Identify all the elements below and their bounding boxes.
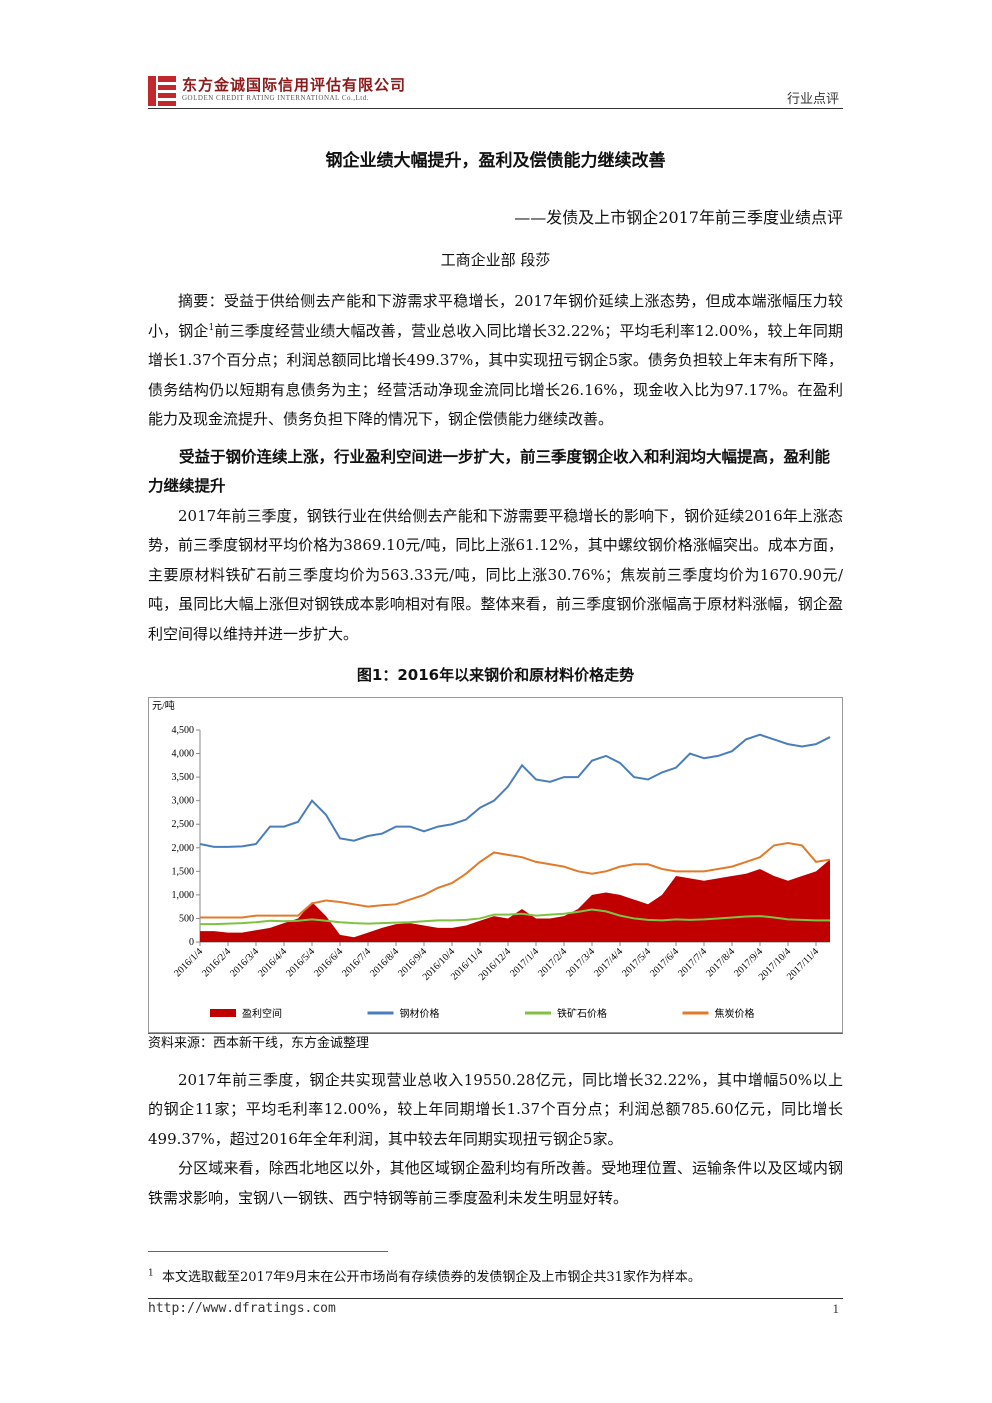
x-tick-label: 2017/2/4 — [536, 946, 569, 979]
area — [200, 859, 830, 942]
x-tick-label: 2016/7/4 — [340, 946, 373, 979]
title: 钢企业绩大幅提升，盈利及偿债能力继续改善 — [325, 151, 666, 171]
doc-type: 行业点评 — [786, 92, 839, 107]
y-tick-label: 1,500 — [172, 866, 195, 877]
company-name-en: GOLDEN CREDIT RATING INTERNATIONAL Co.,L… — [182, 94, 369, 102]
y-tick-label: 1,000 — [172, 889, 195, 900]
page-header: 东方金诚国际信用评估有限公司 GOLDEN CREDIT RATING INTE… — [148, 72, 843, 109]
text: 前三季度经营业绩大幅改善，营业总收入同比增长32.22%；平均毛利率12.00%… — [148, 321, 843, 429]
footnote-marker: 1 — [148, 1268, 154, 1279]
x-tick-label: 2016/8/4 — [368, 946, 401, 979]
page-footer: http://www.dfratings.com 1 — [148, 1298, 843, 1316]
legend-label: 钢材价格 — [400, 1007, 440, 1020]
abstract: 摘要：受益于供给侧去产能和下游需求平稳增长，2017年钢价延续上涨态势，但成本端… — [148, 287, 843, 435]
y-axis-title: 元/吨 — [152, 699, 175, 712]
line — [200, 841, 831, 919]
footnote-ref: 1 — [208, 322, 215, 333]
x-tick-label: 2017/5/4 — [620, 946, 653, 979]
company-name: 东方金诚国际信用评估有限公司 — [182, 76, 407, 94]
line — [199, 733, 831, 848]
subtitle: ——发债及上市钢企2017年前三季度业绩点评 — [514, 208, 843, 227]
figure-caption: 图1：2016年以来钢价和原材料价格走势 — [356, 666, 635, 684]
footnote-rule — [148, 1251, 388, 1252]
x-tick-label: 2017/7/4 — [676, 946, 709, 979]
footnote: 1 本文选取截至2017年9月末在公开市场尚有存续债券的发债钢企及上市钢企共31… — [148, 1266, 701, 1285]
figure-source: 资料来源：西本新干线，东方金诚整理 — [148, 1032, 843, 1054]
author: 工商企业部 段莎 — [440, 251, 551, 269]
x-tick-label: 2016/5/4 — [284, 946, 317, 979]
footnote-text: 本文选取截至2017年9月末在公开市场尚有存续债券的发债钢企及上市钢企共31家作… — [162, 1270, 701, 1285]
y-tick-label: 500 — [179, 913, 194, 924]
y-tick-label: 4,500 — [172, 725, 195, 736]
y-tick-label: 3,000 — [172, 795, 195, 806]
x-tick-label: 2017/1/4 — [508, 946, 541, 979]
x-tick-label: 2016/3/4 — [228, 946, 261, 979]
page-number: 1 — [832, 1301, 840, 1316]
x-tick-label: 2016/4/4 — [256, 946, 289, 979]
chart-frame — [148, 696, 843, 1033]
chart: 元/吨 0 500 1,000 1,500 2,000 2,500 3,000 3,500 4,0… — [148, 696, 843, 1033]
section-heading: 受益于钢价连续上涨，行业盈利空间进一步扩大，前三季度钢企收入和利润均大幅提高，盈… — [148, 447, 831, 496]
body: 摘要：受益于供给侧去产能和下游需求平稳增长，2017年钢价延续上涨态势，但成本端… — [148, 287, 843, 1213]
x-tick-label: 2017/3/4 — [564, 946, 597, 979]
legend-label: 焦炭价格 — [715, 1007, 755, 1020]
legend-label: 盈利空间 — [242, 1007, 282, 1020]
paragraph: 分区域来看，除西北地区以外，其他区域钢企盈利均有所改善。受地理位置、运输条件以及… — [148, 1159, 843, 1207]
x-tick-label: 2017/8/4 — [704, 946, 737, 979]
y-tick-label: 3,500 — [172, 772, 195, 783]
text: 摘要：受益于供给侧去产能和下游需求平稳增长，2017年钢价延续上涨态势，但成本端… — [148, 292, 843, 340]
y-tick-label: 0 — [189, 937, 194, 948]
logo — [148, 76, 176, 106]
footer-url[interactable]: http://www.dfratings.com — [148, 1301, 336, 1316]
paragraph: 2017年前三季度，钢铁行业在供给侧去产能和下游需要平稳增长的影响下，钢价延续2… — [148, 506, 843, 643]
x-tick-label: 2016/6/4 — [312, 946, 345, 979]
y-tick-label: 2,500 — [172, 819, 195, 830]
y-tick-label: 4,000 — [172, 748, 195, 759]
x-tick-label: 2017/4/4 — [592, 946, 625, 979]
x-tick-label: 2016/2/4 — [200, 946, 233, 979]
y-tick-label: 2,000 — [172, 842, 195, 853]
x-tick-label: 2017/6/4 — [648, 946, 681, 979]
legend-label: 铁矿石价格 — [557, 1007, 607, 1020]
line — [200, 907, 830, 925]
x-tick-label: 2016/1/4 — [172, 946, 205, 979]
paragraph: 2017年前三季度，钢企共实现营业总收入19550.28亿元，同比增长32.22… — [148, 1070, 843, 1148]
legend-swatch — [210, 1008, 236, 1017]
